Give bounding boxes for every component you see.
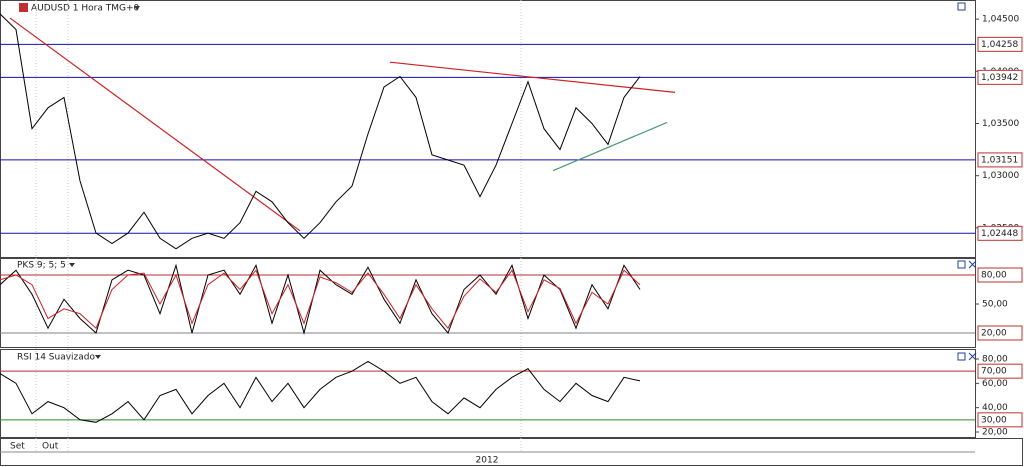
level-label: 30,00	[981, 415, 1007, 425]
series-line	[0, 263, 641, 335]
menu-arrow[interactable]	[134, 6, 140, 10]
y-tick-label: 40,00	[982, 403, 1008, 413]
level-label-box	[977, 412, 1023, 428]
close-button[interactable]	[968, 352, 977, 361]
x-tick-label: Out	[42, 442, 59, 452]
level-label-box	[977, 363, 1023, 379]
close-button[interactable]	[968, 260, 977, 269]
y-tick-label: 1,03500	[982, 119, 1019, 129]
stoch-title: PKS 9; 5; 5	[17, 261, 66, 271]
level-label-box	[977, 36, 1023, 52]
trendline	[9, 17, 301, 232]
level-label: 1,03151	[981, 155, 1018, 165]
level-label-box	[977, 152, 1023, 168]
rsi-title: RSI 14 Suavizado	[17, 353, 96, 363]
x-tick-label: Set	[10, 442, 25, 452]
level-label: 1,02448	[981, 229, 1018, 239]
y-tick-label: 20,00	[982, 428, 1008, 438]
level-label: 70,00	[981, 367, 1007, 377]
level-label-box	[977, 325, 1023, 341]
level-label-box	[977, 69, 1023, 85]
price-panel	[0, 0, 976, 258]
rsi-panel	[0, 349, 976, 438]
menu-arrow[interactable]	[95, 355, 101, 359]
x-tick-label: 2012	[476, 456, 499, 466]
menu-arrow[interactable]	[69, 263, 75, 267]
y-tick-label: 1,04500	[982, 15, 1019, 25]
level-label-box	[977, 225, 1023, 241]
level-label: 20,00	[981, 328, 1007, 338]
y-tick-label: 50,00	[982, 299, 1008, 309]
level-label: 80,00	[981, 271, 1007, 281]
series-line	[0, 13, 641, 250]
stoch-panel	[0, 258, 976, 348]
series-line	[0, 360, 641, 423]
series-line	[0, 269, 641, 330]
y-tick-label: 60,00	[982, 379, 1008, 389]
maximize-button[interactable]	[957, 260, 966, 269]
price-title: AUDUSD 1 Hora TMG+0	[31, 4, 139, 14]
level-label: 1,04258	[981, 40, 1018, 50]
maximize-button[interactable]	[957, 2, 966, 11]
level-label: 1,03942	[981, 73, 1018, 83]
y-tick-label: 80,00	[982, 355, 1008, 365]
maximize-button[interactable]	[957, 352, 966, 361]
level-label-box	[977, 267, 1023, 283]
trendline	[389, 61, 676, 93]
trendline	[552, 121, 668, 172]
symbol-icon	[19, 3, 28, 12]
y-tick-label: 1,03000	[982, 171, 1019, 181]
